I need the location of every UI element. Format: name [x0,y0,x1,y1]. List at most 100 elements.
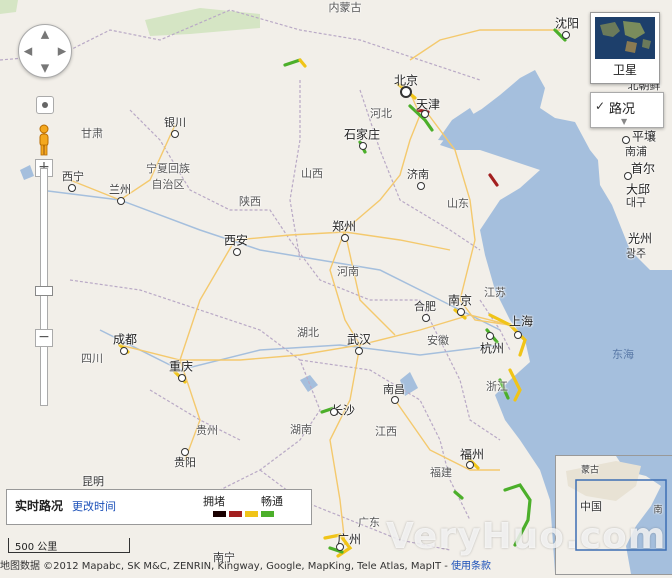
label-tianjin: 天津 [415,97,441,112]
label-hunan: 湖南 [290,423,312,436]
label-shaanxi: 陕西 [239,195,261,208]
city-marker-nanchang [391,396,399,404]
label-xining: 西宁 [62,170,84,183]
city-marker-fuzhou [466,461,474,469]
city-marker-seoul [624,172,632,180]
pan-up-icon[interactable]: ▲ [40,27,50,41]
dot-icon [42,102,48,108]
city-marker-chongqing [178,374,186,382]
label-nanning: 南宁 [213,551,235,564]
change-time-link[interactable]: 更改时间 [72,500,116,513]
overview-map[interactable]: 蒙古 中国 南 [555,455,672,575]
check-icon: ✓ [595,99,606,113]
legend-swatch-1 [213,511,226,517]
traffic-layer-toggle[interactable]: ✓ 路况 ▼ [590,92,664,128]
pan-down-icon[interactable]: ▼ [40,61,50,75]
satellite-label[interactable]: 卫星 [612,63,637,77]
city-marker-nanjing [457,308,465,316]
terms-link[interactable]: 使用条款 [451,561,492,572]
label-seoul: 首尔 [630,161,656,176]
label-yinchuan: 银川 [164,116,186,129]
reset-view-button[interactable] [36,96,54,114]
city-marker-wuhan [355,347,363,355]
label-daegu-ko: 대구 [625,196,647,209]
label-henan: 河南 [337,265,359,278]
city-marker-zhengzhou [341,234,349,242]
legend-swatch-3 [245,511,258,517]
label-jiangxi: 江西 [375,425,397,438]
pan-right-icon[interactable]: ▶ [57,44,67,58]
label-kunming: 昆明 [82,475,104,488]
city-marker-hefei [422,314,430,322]
label-lanzhou: 兰州 [109,183,131,196]
city-marker-guiyang [181,448,189,456]
city-marker-shenyang [562,31,570,39]
label-gansu: 甘肃 [81,127,103,140]
legend-swatch-2 [229,511,242,517]
pegman-icon[interactable] [36,124,52,158]
label-daegu: 大邱 [625,182,651,197]
scale-bar: 500 公里 [8,538,130,553]
zoom-control[interactable]: + − [35,98,53,406]
label-fuzhou: 福州 [459,447,485,462]
pan-left-icon[interactable]: ◀ [23,44,33,58]
traffic-label[interactable]: 路况 [609,102,636,117]
label-shanghai: 上海 [508,314,534,329]
label-chongqing: 重庆 [168,359,194,374]
legend-fast-label: 畅通 [261,495,283,508]
label-hebei: 河北 [370,107,392,120]
label-nanchang: 南昌 [383,383,405,396]
zoom-out-button[interactable]: − [35,329,53,347]
label-ningxia: 宁夏回族 自治区 [146,162,190,191]
label-gwangju: 光州 [627,231,653,246]
label-wuhan: 武汉 [346,332,372,347]
label-beijing: 北京 [393,73,419,88]
overview-label-china: 中国 [580,500,602,513]
label-hubei: 湖北 [297,326,319,339]
city-marker-shijiazhuang [359,142,367,150]
city-marker-beijing [400,86,412,98]
label-neimenggu: 内蒙古 [328,1,362,14]
label-guangzhou: 广州 [336,532,362,547]
city-marker-hangzhou [486,332,494,340]
label-chengdu: 成都 [112,332,138,347]
overview-label-nan: 南 [653,505,663,516]
copyright-bar: 地图数据 ©2012 Mapabc, SK M&C, ZENRIN, Kingw… [0,557,672,573]
label-shanxi: 山西 [301,167,323,180]
city-marker-tianjin [421,110,429,118]
label-shijiazhuang: 石家庄 [343,127,381,142]
label-fujian: 福建 [430,466,452,479]
label-pyongyang: 平壤 [631,129,657,144]
traffic-legend: 实时路况 更改时间 拥堵 畅通 [6,489,312,525]
label-guizhou: 贵州 [196,424,218,437]
label-anhui: 安徽 [427,334,449,347]
chevron-down-icon[interactable]: ▼ [621,117,628,126]
legend-swatch-4 [261,511,274,517]
label-hangzhou: 杭州 [479,341,505,356]
label-gwangju-ko: 광주 [625,247,647,260]
city-marker-jinan [417,182,425,190]
label-jinan: 济南 [407,168,429,181]
legend-title: 实时路况 [15,499,64,513]
legend-slow-label: 拥堵 [203,495,225,508]
label-shenyang: 沈阳 [554,16,580,31]
label-hefei: 合肥 [414,300,436,313]
label-nanjing: 南京 [447,293,473,308]
scale-label: 500 公里 [15,542,58,553]
city-marker-yinchuan [171,130,179,138]
label-nampo: 南浦 [625,145,647,158]
city-marker-xian [233,248,241,256]
label-guiyang: 贵阳 [174,456,196,469]
label-shandong: 山东 [447,197,469,210]
label-xian: 西安 [223,233,249,248]
pan-control[interactable]: ▲ ▼ ◀ ▶ [18,24,72,78]
zoom-slider-handle[interactable] [35,286,53,296]
city-marker-xining [68,184,76,192]
city-marker-chengdu [120,347,128,355]
watermark: VeryHuo.com [386,516,667,557]
label-zhejiang: 浙江 [486,380,508,393]
overview-label-mengu: 蒙古 [580,465,600,476]
satellite-button[interactable]: 卫星 [590,12,660,84]
city-marker-changsha [330,408,338,416]
